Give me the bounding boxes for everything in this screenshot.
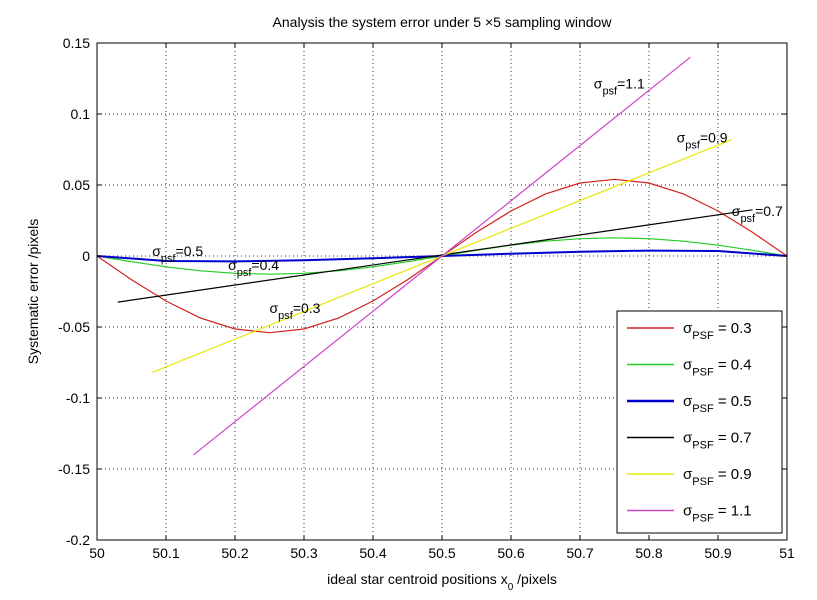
x-tick-label: 50.3 — [290, 545, 317, 561]
legend-label: σPSF = 0.4 — [683, 357, 752, 379]
x-tick-label: 50.1 — [152, 545, 179, 561]
x-tick-label: 50 — [89, 545, 105, 561]
x-tick-label: 50.7 — [566, 545, 593, 561]
x-axis-label-sub: 0 — [508, 582, 514, 593]
legend-label: σPSF = 0.3 — [683, 320, 752, 342]
annotation-sigma-0-9: σpsf=0.9 — [677, 129, 728, 151]
x-tick-label: 50.9 — [704, 545, 731, 561]
series-line-sigma-1-1 — [193, 56, 691, 456]
x-axis-label-tail: /pixels — [513, 571, 557, 587]
y-tick-label: -0.2 — [66, 532, 90, 548]
y-tick-label: -0.1 — [66, 390, 90, 406]
y-tick-label: -0.15 — [58, 461, 90, 477]
legend-box — [616, 310, 783, 534]
annotation-sigma-0-4: σpsf=0.4 — [228, 257, 279, 279]
x-tick-label: 50.8 — [635, 545, 662, 561]
x-tick-label: 50.4 — [359, 545, 386, 561]
series-layer — [96, 56, 788, 456]
legend: σPSF = 0.3 σPSF = 0.4 σPSF = 0.5 σPSF = 0.7… — [616, 310, 783, 534]
x-tick-label: 50.6 — [497, 545, 524, 561]
chart-title: Analysis the system error under 5 ×5 sam… — [273, 14, 613, 30]
legend-label: σPSF = 0.7 — [683, 430, 752, 452]
annotation-sigma-0-5: σpsf=0.5 — [152, 243, 203, 265]
y-tick-label: 0.15 — [63, 35, 90, 51]
legend-label: σPSF = 0.9 — [683, 466, 752, 488]
annotation-sigma-0-3: σpsf=0.3 — [270, 300, 321, 322]
y-tick-label: 0.05 — [63, 177, 90, 193]
y-tick-label: 0.1 — [71, 106, 91, 122]
annotation-sigma-0-7: σpsf=0.7 — [732, 203, 783, 225]
tick-layer: 50 50.1 50.2 50.3 50.4 50.5 50.6 50.7 50.8 50.9 51… — [58, 35, 795, 561]
annotation-layer: σpsf=1.1 σpsf=0.9 σpsf=0.7 σpsf=0.5 σpsf=0.4… — [152, 75, 783, 321]
series-line-sigma-0-7 — [117, 209, 753, 303]
x-axis-label-main: ideal star centroid positions x — [327, 571, 508, 587]
x-axis-label: ideal star centroid positions x0 /pixels — [327, 571, 557, 593]
y-tick-label: -0.05 — [58, 319, 90, 335]
legend-label: σPSF = 0.5 — [683, 393, 752, 415]
annotation-sigma-1-1: σpsf=1.1 — [594, 75, 645, 97]
y-axis-label: Systematic error /pixels — [25, 219, 41, 364]
x-tick-label: 50.5 — [428, 545, 455, 561]
legend-label: σPSF = 1.1 — [683, 503, 752, 525]
y-tick-label: 0 — [82, 248, 90, 264]
x-tick-label: 50.2 — [221, 545, 248, 561]
x-tick-label: 51 — [779, 545, 795, 561]
